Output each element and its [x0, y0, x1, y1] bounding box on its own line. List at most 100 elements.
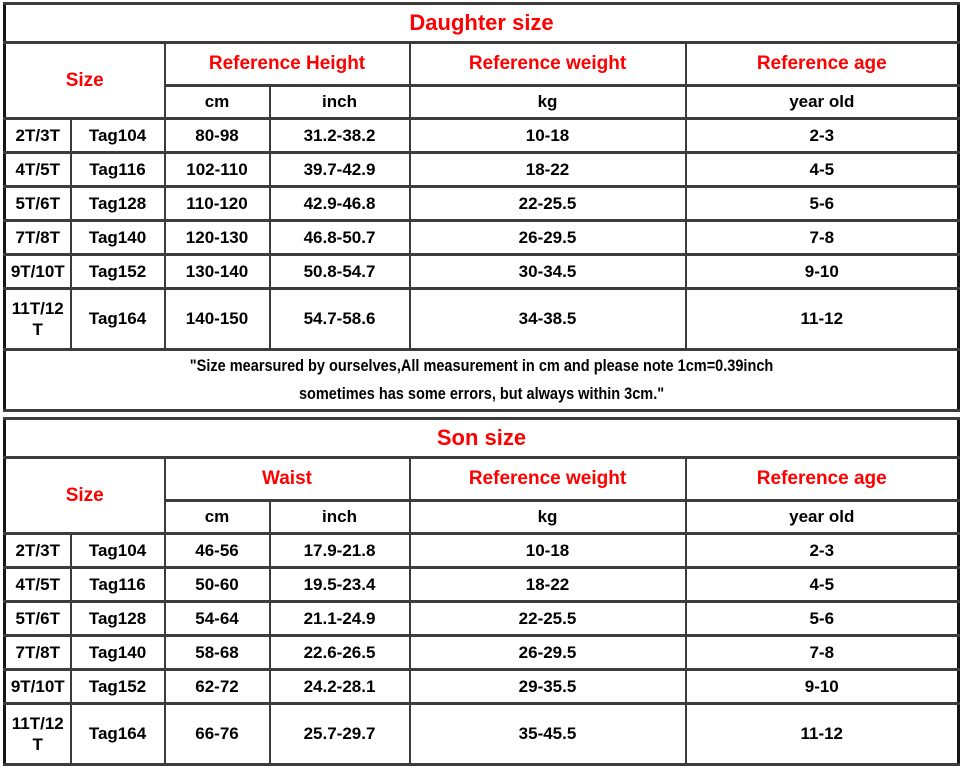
- table-cell: 7T/8T: [3, 219, 72, 256]
- table-cell: 130-140: [163, 253, 271, 290]
- unit-yearold-header: year old: [684, 499, 960, 535]
- daughter-table-footer: "Size mearsured by ourselves,All measure…: [3, 348, 960, 412]
- waist-header: Waist: [163, 456, 411, 502]
- table-cell: 2T/3T: [3, 532, 72, 569]
- measurement-disclaimer: "Size mearsured by ourselves,All measure…: [3, 348, 960, 412]
- table-row: 4T/5T Tag116 102-110 39.7-42.9 18-22 4-5: [3, 151, 960, 188]
- table-cell: Tag152: [69, 668, 166, 705]
- unit-yearold-header: year old: [684, 84, 960, 120]
- table-cell: 21.1-24.9: [268, 600, 411, 637]
- son-table-body: 2T/3T Tag104 46-56 17.9-21.8 10-18 2-3 4T/5T Ta…: [3, 532, 960, 766]
- table-cell: 9T/10T: [3, 253, 72, 290]
- unit-header-row: cm inch kg year old: [5, 84, 960, 120]
- unit-cm-header: cm: [163, 499, 271, 535]
- table-cell: 5T/6T: [3, 600, 72, 637]
- table-cell: 62-72: [163, 668, 271, 705]
- table-cell: 80-98: [163, 117, 271, 154]
- table-cell: 4-5: [684, 566, 960, 603]
- daughter-table-header: Daughter size Size Reference Height Refe…: [3, 2, 960, 120]
- table-cell: Tag140: [69, 219, 166, 256]
- table-cell: 26-29.5: [408, 634, 687, 671]
- table-cell: 9-10: [684, 253, 960, 290]
- table-cell: 4-5: [684, 151, 960, 188]
- table-cell: Tag104: [69, 532, 166, 569]
- reference-weight-header: Reference weight: [408, 41, 687, 87]
- table-cell: 110-120: [163, 185, 271, 222]
- table-cell: 22-25.5: [408, 185, 687, 222]
- table-cell: 11T/12T: [3, 287, 72, 351]
- table-cell: 22-25.5: [408, 600, 687, 637]
- table-cell: 140-150: [163, 287, 271, 351]
- title-row: Son size: [3, 417, 960, 459]
- table-row: 5T/6T Tag128 54-64 21.1-24.9 22-25.5 5-6: [3, 600, 960, 637]
- table-cell: 120-130: [163, 219, 271, 256]
- table-cell: 54.7-58.6: [268, 287, 411, 351]
- table-row: 2T/3T Tag104 46-56 17.9-21.8 10-18 2-3: [3, 532, 960, 569]
- table-cell: 17.9-21.8: [268, 532, 411, 569]
- table-cell: 42.9-46.8: [268, 185, 411, 222]
- unit-inch-header: inch: [268, 499, 411, 535]
- table-cell: 11-12: [684, 287, 960, 351]
- table-cell: Tag140: [69, 634, 166, 671]
- table-cell: 25.7-29.7: [268, 702, 411, 766]
- table-cell: 30-34.5: [408, 253, 687, 290]
- table-cell: 31.2-38.2: [268, 117, 411, 154]
- table-cell: Tag116: [69, 151, 166, 188]
- table-cell: 4T/5T: [3, 566, 72, 603]
- table-cell: 54-64: [163, 600, 271, 637]
- unit-cm-header: cm: [163, 84, 271, 120]
- table-cell: 66-76: [163, 702, 271, 766]
- son-table-header: Son size Size Waist Reference weight Ref…: [3, 417, 960, 535]
- table-cell: 7-8: [684, 219, 960, 256]
- table-cell: Tag116: [69, 566, 166, 603]
- table-cell: Tag104: [69, 117, 166, 154]
- table-cell: 19.5-23.4: [268, 566, 411, 603]
- table-cell: 102-110: [163, 151, 271, 188]
- reference-age-header: Reference age: [684, 456, 960, 502]
- group-header-row: Size Waist Reference weight Reference ag…: [3, 456, 960, 535]
- table-cell: Tag128: [69, 600, 166, 637]
- daughter-table-title: Daughter size: [3, 2, 960, 44]
- disclaimer-line-2: sometimes has some errors, but always wi…: [298, 385, 665, 403]
- unit-kg-header: kg: [408, 84, 687, 120]
- reference-age-header: Reference age: [684, 41, 960, 87]
- table-row: 9T/10T Tag152 62-72 24.2-28.1 29-35.5 9-10: [3, 668, 960, 705]
- table-cell: 26-29.5: [408, 219, 687, 256]
- table-cell: 18-22: [408, 151, 687, 188]
- reference-weight-header: Reference weight: [408, 456, 687, 502]
- table-cell: 46-56: [163, 532, 271, 569]
- table-cell: 5-6: [684, 600, 960, 637]
- table-cell: 4T/5T: [3, 151, 72, 188]
- table-cell: 11-12: [684, 702, 960, 766]
- footnote-row: "Size mearsured by ourselves,All measure…: [3, 348, 960, 412]
- table-cell: 35-45.5: [408, 702, 687, 766]
- table-cell: 50-60: [163, 566, 271, 603]
- daughter-size-table: Daughter size Size Reference Height Refe…: [3, 2, 960, 412]
- table-cell: 9-10: [684, 668, 960, 705]
- unit-header-row: cm inch kg year old: [5, 499, 960, 535]
- table-cell: 50.8-54.7: [268, 253, 411, 290]
- table-cell: 10-18: [408, 532, 687, 569]
- table-cell: 10-18: [408, 117, 687, 154]
- disclaimer-line-1: "Size mearsured by ourselves,All measure…: [189, 357, 774, 375]
- table-cell: 2-3: [684, 117, 960, 154]
- table-cell: 18-22: [408, 566, 687, 603]
- table-row: 5T/6T Tag128 110-120 42.9-46.8 22-25.5 5-6: [3, 185, 960, 222]
- table-row: 7T/8T Tag140 120-130 46.8-50.7 26-29.5 7-8: [3, 219, 960, 256]
- table-cell: 39.7-42.9: [268, 151, 411, 188]
- daughter-table-body: 2T/3T Tag104 80-98 31.2-38.2 10-18 2-3 4T/5T Ta…: [3, 117, 960, 351]
- son-table-title: Son size: [3, 417, 960, 459]
- table-cell: 29-35.5: [408, 668, 687, 705]
- table-cell: 2-3: [684, 532, 960, 569]
- table-row: 2T/3T Tag104 80-98 31.2-38.2 10-18 2-3: [3, 117, 960, 154]
- table-row: 9T/10T Tag152 130-140 50.8-54.7 30-34.5 9-10: [3, 253, 960, 290]
- table-cell: 9T/10T: [3, 668, 72, 705]
- size-column-header: Size: [3, 456, 166, 535]
- table-row: 7T/8T Tag140 58-68 22.6-26.5 26-29.5 7-8: [3, 634, 960, 671]
- table-cell: 46.8-50.7: [268, 219, 411, 256]
- table-cell: 5T/6T: [3, 185, 72, 222]
- title-row: Daughter size: [3, 2, 960, 44]
- table-row: 11T/12T Tag164 66-76 25.7-29.7 35-45.5 11-12: [3, 702, 960, 766]
- size-column-header: Size: [3, 41, 166, 120]
